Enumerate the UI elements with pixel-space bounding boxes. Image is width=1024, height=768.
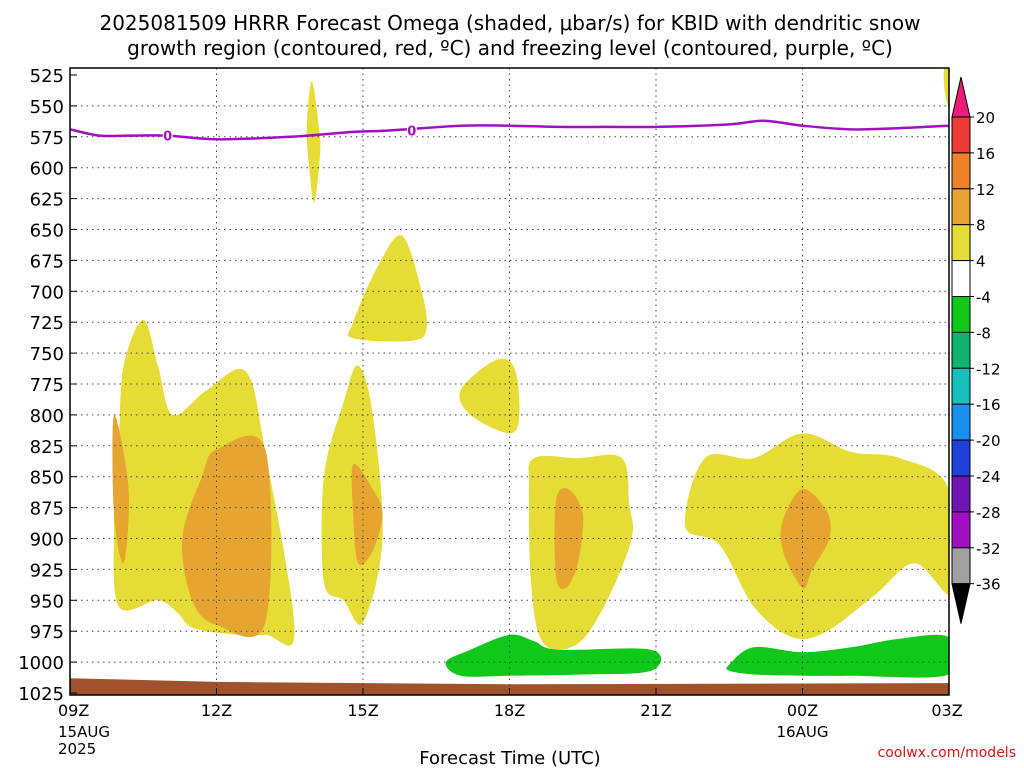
y-tick-label-550: 550 <box>30 97 64 118</box>
y-tick-label-725: 725 <box>30 313 64 334</box>
y-tick-label-900: 900 <box>30 530 64 551</box>
y-tick-label-600: 600 <box>30 159 64 180</box>
y-tick-label-1000: 1000 <box>18 653 64 674</box>
pressure-axis: 525 550 575 600 625 650 675 700 725 750 775 800 825 8… <box>18 66 77 705</box>
y-tick-label-575: 575 <box>30 128 64 149</box>
omega-region-2 <box>347 235 428 342</box>
x-tick-label-3: 12Z <box>201 701 232 720</box>
omega-region-8 <box>112 414 129 564</box>
colorbar-label-12: -32 <box>976 540 1001 558</box>
colorbar-label-6: -8 <box>976 324 991 342</box>
colorbar-swatch-5 <box>951 260 971 298</box>
x-tick-date-15: 16AUG <box>777 723 829 741</box>
chart-title-line1: 2025081509 HRRR Forecast Omega (shaded, … <box>99 11 920 35</box>
omega-region-9 <box>182 435 272 638</box>
y-tick-label-800: 800 <box>30 406 64 427</box>
y-tick-label-950: 950 <box>30 591 64 612</box>
colorbar-label-3: 8 <box>976 217 986 235</box>
colorbar-swatch-12 <box>951 511 971 549</box>
colorbar-swatch-11 <box>951 475 971 513</box>
omega-region-13 <box>445 634 662 677</box>
colorbar-swatch-13 <box>951 547 971 585</box>
y-tick-label-625: 625 <box>30 190 64 211</box>
y-tick-label-825: 825 <box>30 437 64 458</box>
x-tick-label-6: 15Z <box>347 701 378 720</box>
y-tick-label-650: 650 <box>30 221 64 242</box>
x-tick-label-12: 21Z <box>640 701 671 720</box>
freezing-level-label-1: 0 <box>407 125 416 140</box>
colorbar-label-9: -20 <box>976 432 1001 450</box>
colorbar-label-2: 12 <box>976 181 995 199</box>
x-tick-label-9: 18Z <box>494 701 525 720</box>
colorbar-label-8: -16 <box>976 396 1001 414</box>
credit-text[interactable]: coolwx.com/models <box>878 745 1016 761</box>
y-tick-label-875: 875 <box>30 499 64 520</box>
colorbar-swatch-9 <box>951 403 971 441</box>
freezing-level-label-bg-0 <box>162 128 173 142</box>
colorbar-swatch-4 <box>951 224 971 262</box>
colorbar-swatch-10 <box>951 439 971 477</box>
colorbar-swatch-6 <box>951 296 971 333</box>
x-tick-label-15: 00Z <box>787 701 818 720</box>
y-tick-label-750: 750 <box>30 344 64 365</box>
omega-region-10 <box>351 463 383 566</box>
colorbar-swatch-3 <box>951 188 971 226</box>
freezing-level-label-0: 0 <box>163 130 172 145</box>
omega-region-11 <box>554 488 584 589</box>
omega-region-14 <box>726 634 949 678</box>
colorbar-label-13: -36 <box>976 576 1001 594</box>
colorbar-label-4: 4 <box>976 253 986 271</box>
omega-region-7 <box>943 68 949 110</box>
y-tick-label-975: 975 <box>30 622 64 643</box>
omega-region-1 <box>321 365 383 625</box>
colorbar-swatch-2 <box>951 152 971 190</box>
omega-region-12 <box>780 488 831 589</box>
omega-region-5 <box>528 454 633 650</box>
chart-title-line2: growth region (contoured, red, ºC) and f… <box>127 36 893 60</box>
y-tick-label-525: 525 <box>30 66 64 87</box>
colorbar-swatch-7 <box>951 331 971 369</box>
grid-lines <box>70 68 949 695</box>
colorbar-label-7: -12 <box>976 360 1001 378</box>
freezing-level-label-bg-1 <box>406 123 417 137</box>
colorbar-top-arrow <box>951 76 971 118</box>
y-tick-label-775: 775 <box>30 375 64 396</box>
omega-region-3 <box>459 358 520 434</box>
colorbar-swatch-1 <box>951 116 971 154</box>
x-axis-label: Forecast Time (UTC) <box>419 748 600 768</box>
colorbar-label-0: 20 <box>976 109 995 127</box>
y-tick-label-700: 700 <box>30 282 64 303</box>
y-tick-label-675: 675 <box>30 251 64 272</box>
x-tick-label-0: 09Z <box>58 701 89 720</box>
y-tick-label-925: 925 <box>30 560 64 581</box>
omega-shading <box>70 68 949 695</box>
y-tick-label-1025: 1025 <box>18 684 64 705</box>
y-tick-label-850: 850 <box>30 468 64 489</box>
x-tick-date-0: 15AUG <box>58 723 110 741</box>
colorbar-swatch-8 <box>951 367 971 405</box>
colorbar-label-10: -24 <box>976 468 1001 486</box>
terrain-fill <box>70 678 949 695</box>
colorbar-label-5: -4 <box>976 289 991 307</box>
x-tick-year-0: 2025 <box>58 740 96 758</box>
omega-region-4 <box>306 81 321 203</box>
colorbar-bottom-arrow <box>951 583 971 624</box>
colorbar-label-11: -28 <box>976 504 1001 522</box>
colorbar-label-1: 16 <box>976 145 995 163</box>
omega-colorbar: 20 16 12 8 4 -4 -8 -12 -16 -20 -24 -28 -32 -36 <box>951 76 1001 624</box>
x-tick-label-18: 03Z <box>931 701 962 720</box>
